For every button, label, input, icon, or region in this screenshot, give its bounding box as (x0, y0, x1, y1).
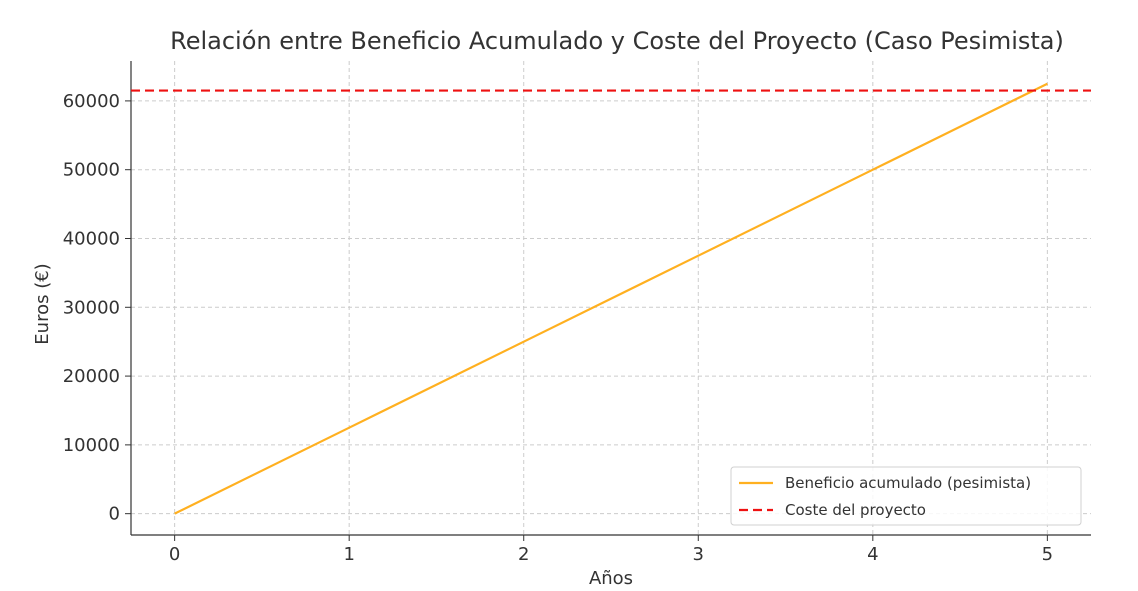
series-group (131, 82, 1091, 515)
series-line-beneficio (174, 82, 1048, 515)
y-axis-label: Euros (€) (32, 263, 53, 344)
y-tick-label: 60000 (63, 91, 120, 112)
x-tick-label: 3 (693, 544, 704, 565)
y-tick-label: 30000 (63, 297, 120, 318)
chart-title: Relación entre Beneficio Acumulado y Cos… (170, 27, 1064, 55)
legend-label: Coste del proyecto (785, 501, 926, 519)
x-tick-label: 4 (867, 544, 878, 565)
legend: Beneficio acumulado (pesimista) Coste del… (730, 466, 1082, 526)
axes (130, 61, 1091, 536)
y-tick-label: 0 (109, 504, 120, 525)
y-tick-label: 50000 (63, 160, 120, 181)
y-tick-label: 10000 (63, 435, 120, 456)
x-tick-label: 2 (518, 544, 529, 565)
x-tick-label: 1 (343, 544, 354, 565)
legend-label: Beneficio acumulado (pesimista) (785, 474, 1031, 492)
x-tick-label: 5 (1042, 544, 1053, 565)
y-tick-label: 40000 (63, 228, 120, 249)
ticks: 0 1 2 3 4 5 0 10000 20000 30000 40000 50000 60000 (63, 91, 1053, 565)
x-tick-label: 0 (169, 544, 180, 565)
y-tick-label: 20000 (63, 366, 120, 387)
legend-box (730, 466, 1082, 526)
x-axis-label: Años (589, 568, 633, 589)
